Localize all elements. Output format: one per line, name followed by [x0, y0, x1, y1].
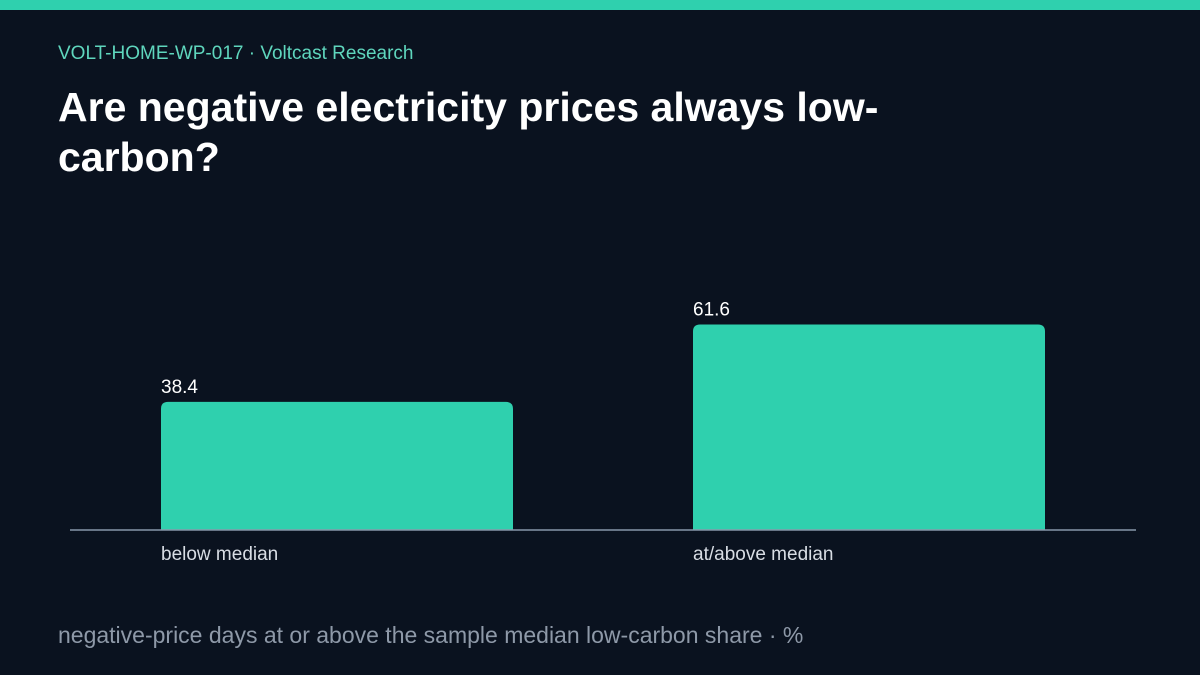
bar-value-label: 61.6: [693, 300, 730, 321]
accent-top-bar: [0, 0, 1200, 10]
x-tick-label: below median: [161, 544, 278, 565]
chart-caption: negative-price days at or above the samp…: [58, 622, 804, 648]
bar-below-median: [161, 401, 513, 530]
bar-at-above-median: [693, 324, 1045, 530]
bar-group: 38.4 below median 61.6 at/above median: [161, 300, 1045, 565]
report-kicker: VOLT-HOME-WP-017 · Voltcast Research: [58, 43, 414, 64]
chart-title: Are negative electricity prices always l…: [58, 84, 879, 180]
bar-value-label: 38.4: [161, 377, 198, 398]
x-tick-label: at/above median: [693, 544, 834, 565]
